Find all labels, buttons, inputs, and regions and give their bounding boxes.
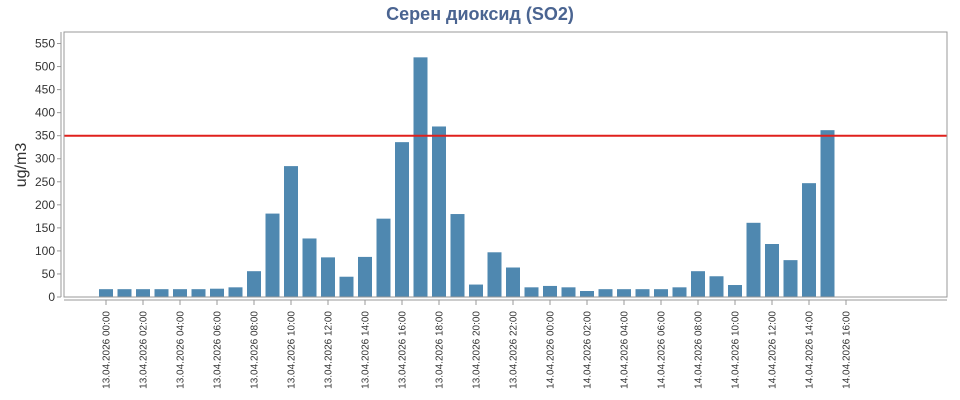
- x-tick-label: 13.04.2026 02:00: [139, 311, 150, 389]
- bar[interactable]: [783, 260, 798, 297]
- bar[interactable]: [487, 252, 502, 297]
- x-tick-label: 14.04.2026 02:00: [583, 311, 594, 389]
- bar[interactable]: [543, 285, 557, 297]
- bar[interactable]: [709, 276, 724, 297]
- x-tick-label: 13.04.2026 04:00: [176, 311, 187, 389]
- chart-title: Серен диоксид (SO2): [386, 4, 574, 24]
- bar[interactable]: [265, 213, 280, 297]
- bar[interactable]: [117, 289, 132, 297]
- bar[interactable]: [524, 287, 539, 297]
- x-tick-label: 14.04.2026 00:00: [546, 311, 557, 389]
- x-tick-label: 13.04.2026 08:00: [250, 311, 261, 389]
- bar[interactable]: [802, 183, 816, 297]
- x-tick-label: 14.04.2026 16:00: [842, 311, 853, 389]
- bar[interactable]: [469, 284, 483, 297]
- bar[interactable]: [247, 271, 261, 297]
- bar[interactable]: [302, 238, 317, 297]
- bar[interactable]: [395, 142, 409, 297]
- x-tick-label: 13.04.2026 20:00: [472, 311, 483, 389]
- bar[interactable]: [173, 289, 187, 297]
- x-tick-label: 14.04.2026 10:00: [731, 311, 742, 389]
- bar[interactable]: [746, 222, 761, 297]
- y-axis-title: ug/m3: [13, 143, 30, 188]
- y-tick-label: 50: [42, 267, 56, 281]
- bar[interactable]: [598, 289, 613, 297]
- bar[interactable]: [765, 244, 779, 297]
- x-tick-label: 13.04.2026 12:00: [324, 311, 335, 389]
- bar[interactable]: [339, 276, 354, 297]
- bar[interactable]: [728, 285, 742, 297]
- y-tick-label: 0: [48, 290, 55, 304]
- bar[interactable]: [617, 289, 631, 297]
- bar[interactable]: [820, 130, 835, 297]
- bar[interactable]: [99, 289, 113, 297]
- bar[interactable]: [191, 289, 206, 297]
- x-tick-label: 13.04.2026 14:00: [361, 311, 372, 389]
- bar[interactable]: [154, 289, 169, 297]
- bar[interactable]: [580, 291, 594, 297]
- bar[interactable]: [413, 57, 428, 297]
- y-tick-label: 250: [35, 175, 55, 189]
- bar[interactable]: [506, 267, 520, 297]
- x-tick-label: 14.04.2026 14:00: [805, 311, 816, 389]
- bar[interactable]: [210, 288, 224, 297]
- bar[interactable]: [654, 289, 668, 297]
- x-tick-label: 14.04.2026 04:00: [620, 311, 631, 389]
- bar[interactable]: [136, 289, 150, 297]
- x-tick-label: 13.04.2026 00:00: [102, 311, 113, 389]
- bar[interactable]: [228, 287, 243, 297]
- x-tick-label: 13.04.2026 22:00: [509, 311, 520, 389]
- x-tick-label: 14.04.2026 06:00: [657, 311, 668, 389]
- bar[interactable]: [432, 126, 446, 297]
- bar[interactable]: [691, 271, 705, 297]
- x-axis: 13.04.2026 00:00 13.04.2026 02:00 13.04.20…: [64, 299, 947, 389]
- y-tick-label: 350: [35, 129, 55, 143]
- x-tick-label: 13.04.2026 10:00: [287, 311, 298, 389]
- y-tick-label: 500: [35, 60, 55, 74]
- y-tick-label: 300: [35, 152, 55, 166]
- x-tick-label: 14.04.2026 12:00: [768, 311, 779, 389]
- y-tick-label: 200: [35, 198, 55, 212]
- bar[interactable]: [635, 289, 650, 297]
- x-tick-label: 13.04.2026 16:00: [398, 311, 409, 389]
- bar[interactable]: [321, 257, 335, 297]
- y-tick-label: 450: [35, 83, 55, 97]
- bar-series: [99, 57, 835, 297]
- bar[interactable]: [284, 166, 298, 297]
- x-tick-label: 13.04.2026 06:00: [213, 311, 224, 389]
- x-tick-label: 13.04.2026 18:00: [435, 311, 446, 389]
- y-tick-label: 550: [35, 37, 55, 51]
- bar[interactable]: [561, 287, 576, 297]
- y-axis: 0 50 100 150 200 250 300 350 400 450 500 550: [35, 32, 62, 304]
- y-tick-label: 150: [35, 221, 55, 235]
- y-tick-label: 400: [35, 106, 55, 120]
- bar[interactable]: [672, 287, 687, 297]
- bar[interactable]: [358, 256, 372, 297]
- x-tick-label: 14.04.2026 08:00: [694, 311, 705, 389]
- bar[interactable]: [450, 214, 465, 297]
- y-tick-label: 100: [35, 244, 55, 258]
- bar[interactable]: [376, 218, 391, 297]
- plot-frame: [63, 31, 948, 298]
